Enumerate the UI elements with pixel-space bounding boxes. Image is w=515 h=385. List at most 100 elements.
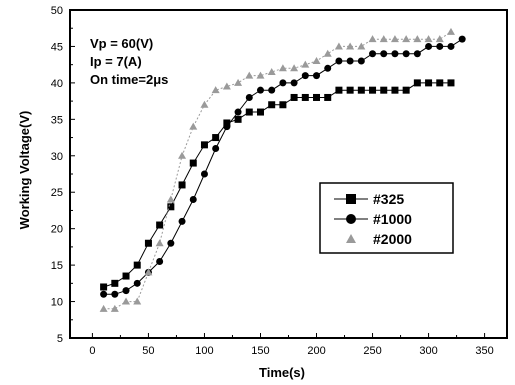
data-point-1000 bbox=[268, 86, 276, 94]
data-point-1000 bbox=[256, 86, 264, 94]
data-point-325 bbox=[313, 93, 321, 101]
y-axis-title: Working Voltage(V) bbox=[17, 111, 32, 230]
data-point-1000 bbox=[357, 57, 365, 65]
y-tick-label: 50 bbox=[51, 5, 63, 17]
data-point-325 bbox=[245, 108, 253, 116]
y-tick-label: 20 bbox=[51, 224, 63, 236]
axis-ticks: 5 10 15 20 25 30 35 40 45 50 0 50 100 150 200 250 300 350 bbox=[51, 5, 494, 357]
data-point-325 bbox=[178, 181, 186, 189]
data-point-2000 bbox=[99, 304, 108, 312]
data-point-1000 bbox=[425, 42, 433, 50]
data-point-325 bbox=[122, 272, 130, 280]
data-point-2000 bbox=[424, 35, 433, 43]
data-point-1000 bbox=[290, 79, 298, 87]
data-point-1000 bbox=[167, 239, 175, 247]
data-point-1000 bbox=[156, 257, 164, 265]
data-point-1000 bbox=[212, 144, 220, 152]
data-point-2000 bbox=[200, 100, 209, 108]
data-point-325 bbox=[144, 239, 152, 247]
data-point-2000 bbox=[110, 304, 119, 312]
x-tick-label: 300 bbox=[419, 345, 437, 357]
data-point-2000 bbox=[133, 297, 142, 305]
data-point-2000 bbox=[166, 195, 175, 203]
y-tick-label: 25 bbox=[51, 187, 63, 199]
data-point-2000 bbox=[245, 71, 254, 79]
data-point-325 bbox=[335, 86, 343, 94]
data-point-2000 bbox=[390, 35, 399, 43]
data-point-325 bbox=[290, 93, 298, 101]
data-point-1000 bbox=[391, 50, 399, 58]
data-point-1000 bbox=[178, 217, 186, 225]
data-point-325 bbox=[391, 86, 399, 94]
y-tick-label: 10 bbox=[51, 297, 63, 309]
data-point-2000 bbox=[402, 35, 411, 43]
data-point-1000 bbox=[245, 93, 253, 101]
x-axis-title: Time(s) bbox=[259, 365, 305, 380]
data-point-2000 bbox=[301, 60, 310, 68]
data-point-1000 bbox=[369, 50, 377, 58]
data-point-325 bbox=[167, 203, 175, 211]
data-point-325 bbox=[357, 86, 365, 94]
x-tick-label: 150 bbox=[251, 345, 269, 357]
data-point-2000 bbox=[413, 35, 422, 43]
x-tick-label: 250 bbox=[363, 345, 381, 357]
data-point-325 bbox=[256, 108, 264, 116]
data-point-1000 bbox=[189, 196, 197, 204]
data-point-1000 bbox=[436, 42, 444, 50]
data-point-1000 bbox=[402, 50, 410, 58]
data-point-1000 bbox=[301, 72, 309, 80]
data-point-2000 bbox=[155, 239, 164, 247]
annotation-ip: Ip = 7(A) bbox=[90, 54, 142, 69]
data-point-1000 bbox=[133, 279, 141, 287]
data-point-2000 bbox=[357, 42, 366, 50]
data-point-325 bbox=[380, 86, 388, 94]
legend: #325 #1000 #2000 bbox=[319, 182, 454, 254]
data-point-325 bbox=[189, 159, 197, 167]
data-point-1000 bbox=[100, 290, 108, 298]
data-point-1000 bbox=[447, 42, 455, 50]
data-point-325 bbox=[425, 79, 433, 87]
data-point-1000 bbox=[324, 64, 332, 72]
y-tick-label: 30 bbox=[51, 151, 63, 163]
y-tick-label: 40 bbox=[51, 78, 63, 90]
data-point-2000 bbox=[435, 35, 444, 43]
y-tick-label: 15 bbox=[51, 260, 63, 272]
data-point-325 bbox=[369, 86, 377, 94]
annotation-on-time: On time=2μs bbox=[90, 72, 168, 87]
data-point-1000 bbox=[223, 123, 231, 131]
data-point-2000 bbox=[222, 82, 231, 90]
data-point-2000 bbox=[234, 78, 243, 86]
data-point-2000 bbox=[189, 122, 198, 130]
x-tick-label: 100 bbox=[195, 345, 213, 357]
y-tick-label: 5 bbox=[57, 333, 63, 345]
data-point-325 bbox=[413, 79, 421, 87]
data-point-2000 bbox=[323, 49, 332, 57]
data-point-2000 bbox=[334, 42, 343, 50]
annotation-vp: Vp = 60(V) bbox=[90, 36, 153, 51]
data-point-2000 bbox=[144, 268, 153, 276]
data-point-1000 bbox=[413, 50, 421, 58]
x-tick-label: 50 bbox=[142, 345, 154, 357]
y-tick-label: 35 bbox=[51, 114, 63, 126]
data-point-2000 bbox=[290, 64, 299, 72]
data-point-325 bbox=[111, 279, 119, 287]
data-point-2000 bbox=[122, 297, 131, 305]
data-point-325 bbox=[234, 115, 242, 123]
data-point-1000 bbox=[380, 50, 388, 58]
data-point-325 bbox=[279, 101, 287, 109]
data-point-325 bbox=[402, 86, 410, 94]
data-point-2000 bbox=[256, 71, 265, 79]
data-point-325 bbox=[436, 79, 444, 87]
data-point-325 bbox=[346, 86, 354, 94]
data-point-2000 bbox=[211, 86, 220, 94]
data-point-325 bbox=[200, 141, 208, 149]
x-tick-label: 350 bbox=[475, 345, 493, 357]
y-tick-label: 45 bbox=[51, 41, 63, 53]
data-point-325 bbox=[223, 119, 231, 127]
data-point-2000 bbox=[267, 67, 276, 75]
data-point-2000 bbox=[178, 151, 187, 159]
data-point-1000 bbox=[122, 287, 130, 295]
data-point-2000 bbox=[446, 27, 455, 35]
data-point-2000 bbox=[379, 35, 388, 43]
data-point-2000 bbox=[312, 57, 321, 65]
